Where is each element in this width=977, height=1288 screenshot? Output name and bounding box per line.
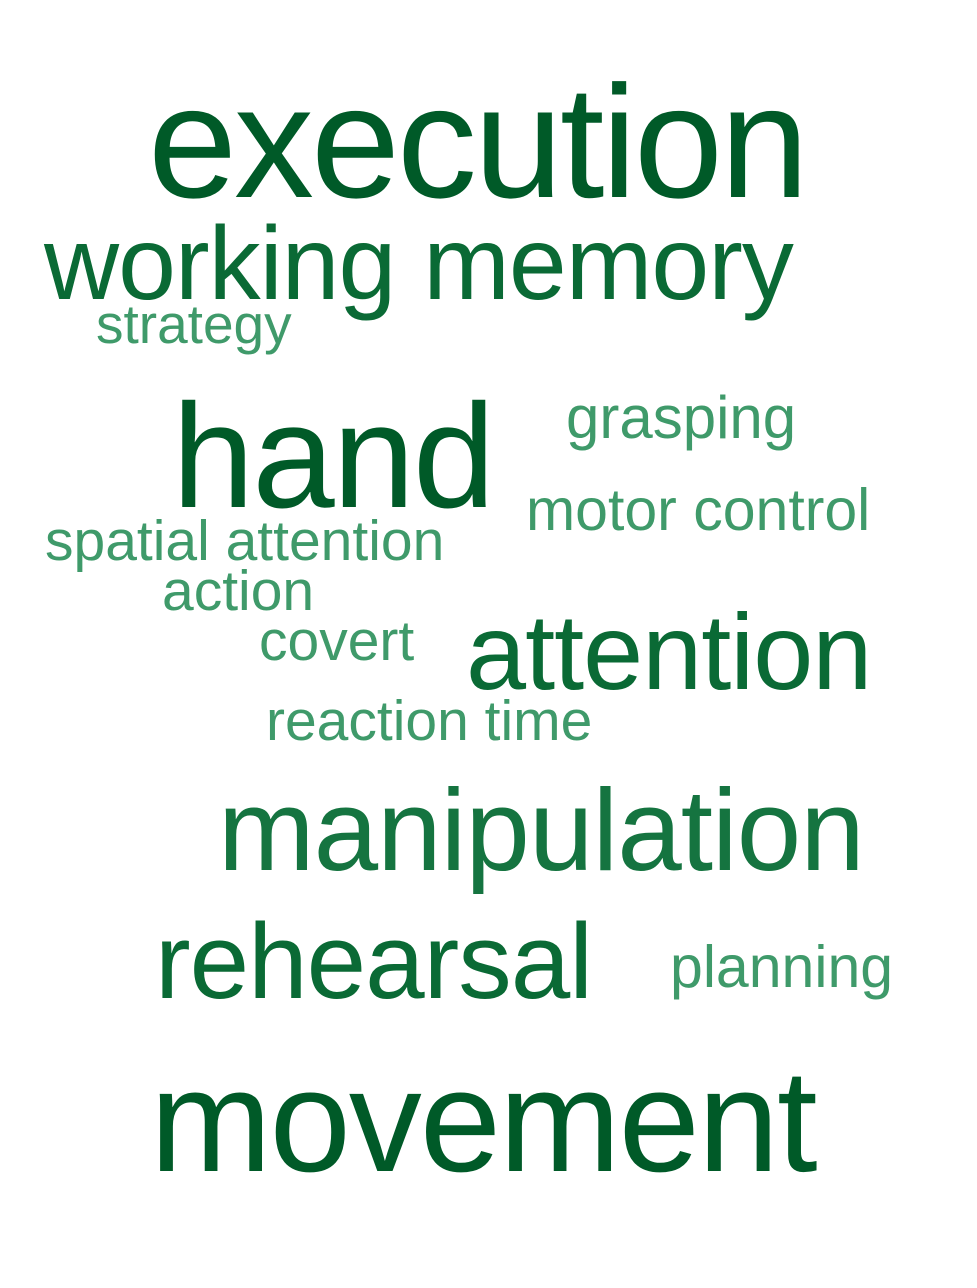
word-action: action	[162, 559, 315, 623]
word-strategy: strategy	[96, 293, 292, 355]
word-working-memory: working memory	[44, 206, 794, 322]
word-hand: hand	[172, 374, 495, 539]
word-planning: planning	[670, 934, 894, 1000]
word-execution: execution	[148, 52, 809, 231]
word-attention: attention	[466, 591, 872, 712]
word-rehearsal: rehearsal	[155, 901, 593, 1021]
word-reaction-time: reaction time	[266, 689, 593, 753]
word-manipulation: manipulation	[218, 765, 865, 895]
word-motor-control: motor control	[526, 477, 871, 543]
word-spatial-attention: spatial attention	[45, 509, 445, 573]
word-covert: covert	[259, 609, 415, 673]
word-grasping: grasping	[566, 384, 797, 451]
word-movement: movement	[150, 1039, 818, 1202]
